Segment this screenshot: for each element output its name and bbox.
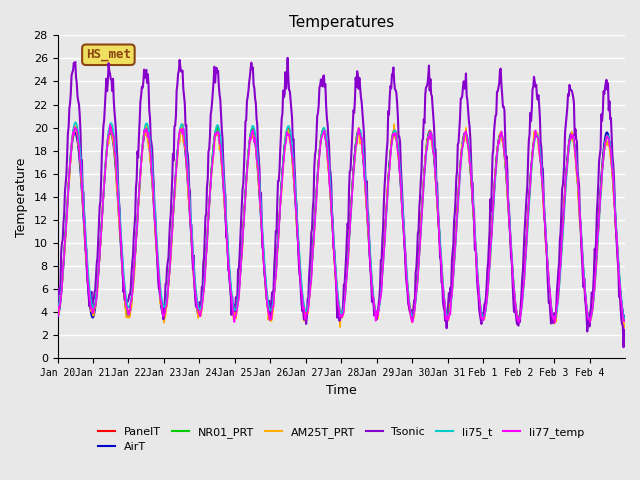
Title: Temperatures: Temperatures [289, 15, 394, 30]
X-axis label: Time: Time [326, 384, 356, 397]
Text: HS_met: HS_met [86, 48, 131, 61]
Y-axis label: Temperature: Temperature [15, 157, 28, 237]
Legend: PanelT, AirT, NR01_PRT, AM25T_PRT, Tsonic, li75_t, li77_temp: PanelT, AirT, NR01_PRT, AM25T_PRT, Tsoni… [94, 422, 589, 456]
